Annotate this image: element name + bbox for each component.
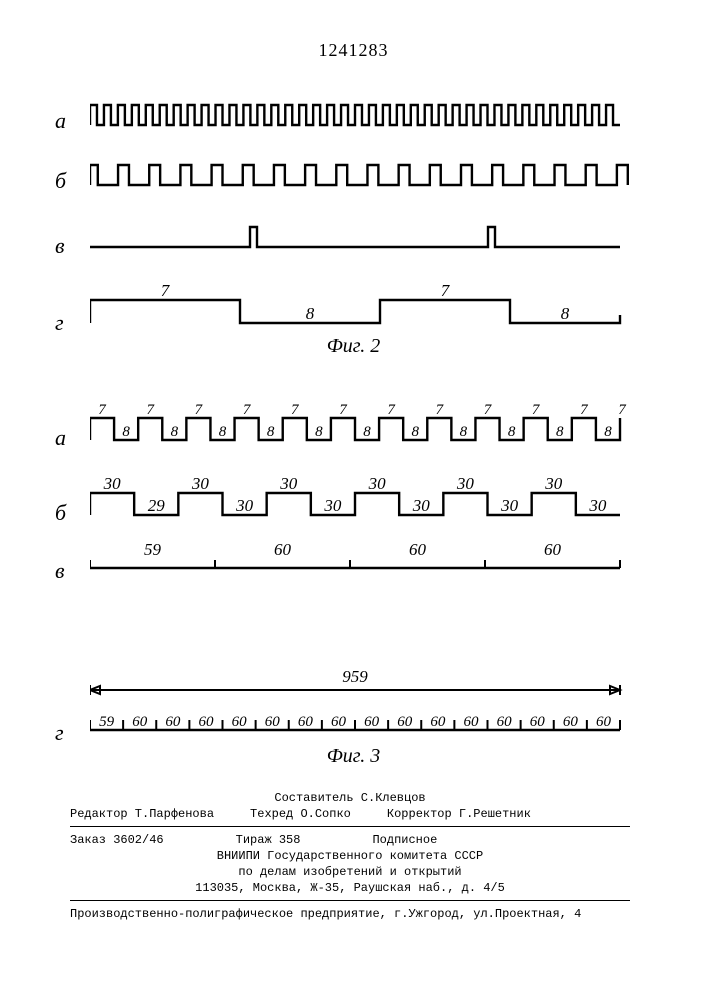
footer-editor: Редактор Т.Парфенова — [70, 807, 214, 821]
svg-text:30: 30 — [235, 496, 254, 515]
svg-text:7: 7 — [339, 402, 348, 418]
page: 1241283 а б в г 7878 Фиг. 2 а 7878787878… — [0, 0, 707, 1000]
svg-text:60: 60 — [497, 714, 513, 730]
svg-text:8: 8 — [604, 424, 612, 440]
svg-text:29: 29 — [148, 496, 166, 515]
svg-text:30: 30 — [412, 496, 431, 515]
footer-rule-1 — [70, 826, 630, 827]
footer-podpisnoe: Подписное — [372, 833, 437, 847]
svg-text:60: 60 — [364, 714, 380, 730]
footer-printer: Производственно-полиграфическое предприя… — [70, 906, 630, 922]
svg-text:8: 8 — [411, 424, 419, 440]
svg-text:7: 7 — [146, 402, 155, 418]
footer-rule-2 — [70, 900, 630, 901]
fig2-row-g-wave: 7 8 7 8 — [90, 285, 630, 330]
svg-text:8: 8 — [363, 424, 371, 440]
svg-text:7: 7 — [195, 402, 204, 418]
fig2-row-b-label: б — [55, 168, 66, 194]
svg-text:7: 7 — [441, 285, 451, 300]
footer-line2: Редактор Т.Парфенова Техред О.Сопко Корр… — [70, 806, 630, 822]
svg-text:60: 60 — [596, 714, 612, 730]
svg-text:30: 30 — [103, 475, 122, 493]
footer-addr: 113035, Москва, Ж-35, Раушская наб., д. … — [70, 880, 630, 896]
svg-text:60: 60 — [274, 540, 292, 559]
svg-text:7: 7 — [532, 402, 541, 418]
svg-text:60: 60 — [232, 714, 248, 730]
svg-text:7: 7 — [291, 402, 300, 418]
fig3-row-a-label: а — [55, 425, 66, 451]
svg-text:60: 60 — [331, 714, 347, 730]
footer-tirazh: Тираж 358 — [236, 833, 301, 847]
fig3-row-g-wave: 959 59 60 60 60 60 60 60 60 60 60 60 60 60 60 60 60 — [90, 660, 630, 740]
svg-text:60: 60 — [409, 540, 427, 559]
footer-compiler: Составитель С.Клевцов — [70, 790, 630, 806]
footer-org2: по делам изобретений и открытий — [70, 864, 630, 880]
svg-text:8: 8 — [556, 424, 564, 440]
svg-text:30: 30 — [368, 475, 387, 493]
svg-text:8: 8 — [267, 424, 275, 440]
svg-text:60: 60 — [132, 714, 148, 730]
svg-text:8: 8 — [122, 424, 130, 440]
svg-text:8: 8 — [508, 424, 516, 440]
svg-text:7: 7 — [161, 285, 171, 300]
svg-text:30: 30 — [279, 475, 298, 493]
svg-text:30: 30 — [588, 496, 607, 515]
svg-text:60: 60 — [544, 540, 562, 559]
fig3-row-a-wave: 78787878787878787878787 — [90, 400, 630, 445]
fig3-row-g-label: г — [55, 720, 64, 746]
svg-text:60: 60 — [463, 714, 479, 730]
svg-text:60: 60 — [265, 714, 281, 730]
svg-text:7: 7 — [484, 402, 493, 418]
svg-text:60: 60 — [298, 714, 314, 730]
svg-text:60: 60 — [198, 714, 214, 730]
svg-text:60: 60 — [165, 714, 181, 730]
svg-text:30: 30 — [456, 475, 475, 493]
svg-text:7: 7 — [243, 402, 252, 418]
fig3-row-b-label: б — [55, 500, 66, 526]
svg-text:30: 30 — [544, 475, 563, 493]
svg-text:7: 7 — [387, 402, 396, 418]
fig3-row-v-wave: 59 60 60 60 — [90, 535, 630, 575]
svg-text:7: 7 — [580, 402, 589, 418]
svg-text:8: 8 — [306, 304, 315, 323]
svg-text:60: 60 — [397, 714, 413, 730]
fig3-caption: Фиг. 3 — [0, 745, 707, 768]
svg-text:8: 8 — [219, 424, 227, 440]
svg-text:30: 30 — [323, 496, 342, 515]
svg-text:30: 30 — [500, 496, 519, 515]
fig2-row-v-wave — [90, 222, 630, 252]
svg-text:959: 959 — [342, 667, 368, 686]
svg-text:7: 7 — [618, 402, 627, 418]
footer-corrector: Корректор Г.Решетник — [387, 807, 531, 821]
fig3-row-v-label: в — [55, 558, 65, 584]
fig2-row-g-label: г — [55, 310, 64, 336]
footer-org1: ВНИИПИ Государственного комитета СССР — [70, 848, 630, 864]
svg-text:60: 60 — [530, 714, 546, 730]
fig2-row-a-label: а — [55, 108, 66, 134]
svg-text:8: 8 — [171, 424, 179, 440]
fig3-row-b-wave: 30 29 30 30 30 30 30 30 30 30 30 30 — [90, 475, 630, 520]
svg-text:59: 59 — [99, 714, 115, 730]
fig2-row-b-wave — [90, 160, 630, 190]
svg-text:7: 7 — [436, 402, 445, 418]
fig2-row-v-label: в — [55, 233, 65, 259]
svg-text:8: 8 — [561, 304, 570, 323]
fig2-caption: Фиг. 2 — [0, 335, 707, 358]
footer-techred: Техред О.Сопко — [250, 807, 351, 821]
svg-text:30: 30 — [191, 475, 210, 493]
svg-text:8: 8 — [460, 424, 468, 440]
fig2-row-a-wave — [90, 100, 630, 130]
svg-text:60: 60 — [563, 714, 579, 730]
document-number: 1241283 — [0, 40, 707, 61]
svg-text:59: 59 — [144, 540, 162, 559]
svg-text:8: 8 — [315, 424, 323, 440]
footer-order: Заказ 3602/46 — [70, 833, 164, 847]
svg-text:60: 60 — [430, 714, 446, 730]
svg-text:7: 7 — [98, 402, 107, 418]
footer-line3: Заказ 3602/46 Тираж 358 Подписное — [70, 832, 630, 848]
